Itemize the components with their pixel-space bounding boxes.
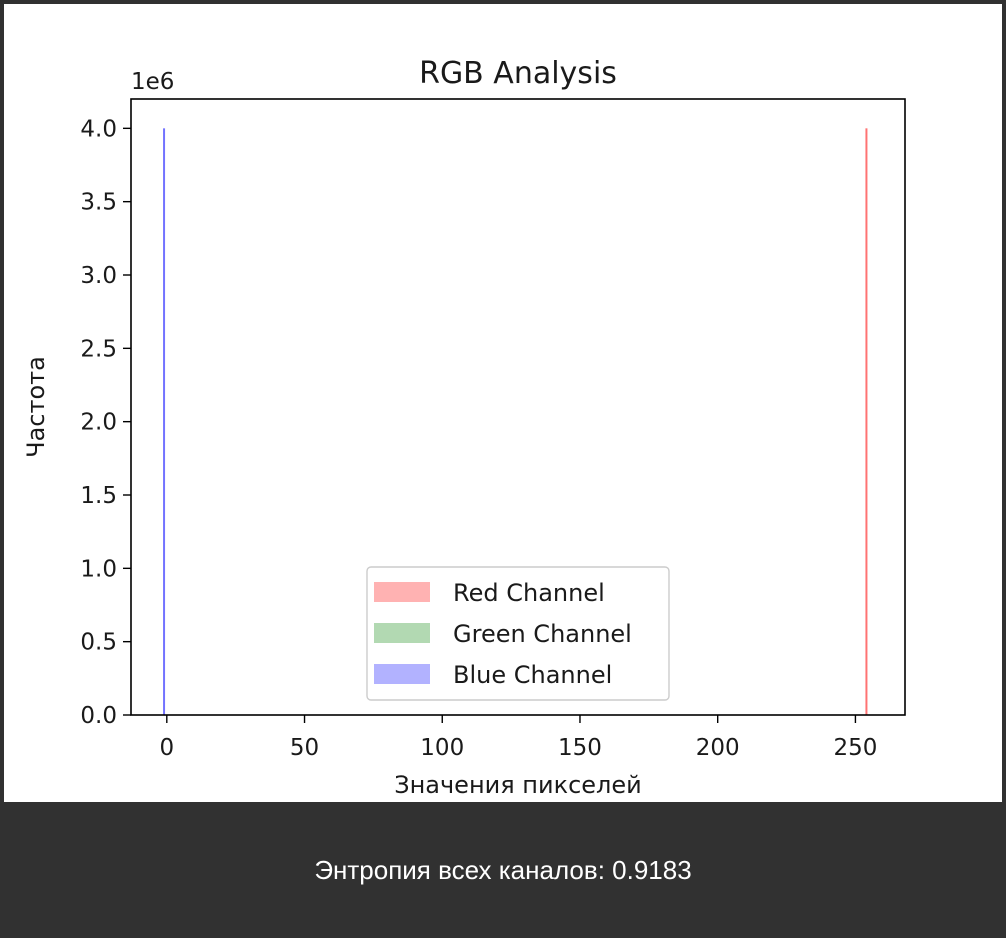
y-tick-label: 0.0 — [80, 703, 117, 729]
plot-area: 0.0 0.5 1.0 1.5 2.0 2.5 3.0 3.5 4.0 0 50 100 150 200 2… — [80, 116, 877, 761]
legend-label-red: Red Channel — [453, 579, 605, 607]
legend: Red Channel Green Channel Blue Channel — [366, 566, 670, 701]
chart-figure: RGB Analysis 1e6 Частота Значения пиксел… — [4, 4, 1002, 802]
y-tick-label: 3.0 — [80, 263, 117, 289]
y-tick-label: 0.5 — [80, 630, 117, 656]
legend-label-green: Green Channel — [453, 620, 632, 648]
y-tick-label: 1.5 — [80, 483, 117, 509]
chart-svg: RGB Analysis 1e6 Частота Значения пиксел… — [22, 56, 906, 799]
y-tick-label: 2.5 — [80, 336, 117, 362]
legend-box — [366, 566, 670, 701]
legend-swatch-blue — [374, 664, 430, 684]
histogram-bar-blue — [163, 128, 166, 715]
y-offset-label: 1e6 — [131, 69, 174, 95]
y-axis-title: Частота — [22, 356, 50, 458]
entropy-caption: Энтропия всех каналов: 0.9183 — [314, 855, 692, 885]
y-tick-label: 1.0 — [80, 556, 117, 582]
x-tick-label: 250 — [833, 735, 877, 761]
x-axis-title: Значения пикселей — [394, 771, 642, 799]
y-tick-label: 3.5 — [80, 190, 117, 216]
x-tick-label: 0 — [159, 735, 174, 761]
legend-label-blue: Blue Channel — [453, 661, 612, 689]
plot-frame — [130, 98, 906, 716]
legend-swatch-red — [374, 582, 430, 602]
legend-swatch-green — [374, 623, 430, 643]
x-tick-label: 200 — [696, 735, 740, 761]
y-tick-label: 4.0 — [80, 116, 117, 142]
x-tick-label: 150 — [558, 735, 602, 761]
histogram-bar-red — [865, 128, 868, 715]
x-tick-label: 100 — [420, 735, 464, 761]
y-tick-label: 2.0 — [80, 410, 117, 436]
x-tick-label: 50 — [290, 735, 319, 761]
chart-title: RGB Analysis — [419, 56, 617, 91]
